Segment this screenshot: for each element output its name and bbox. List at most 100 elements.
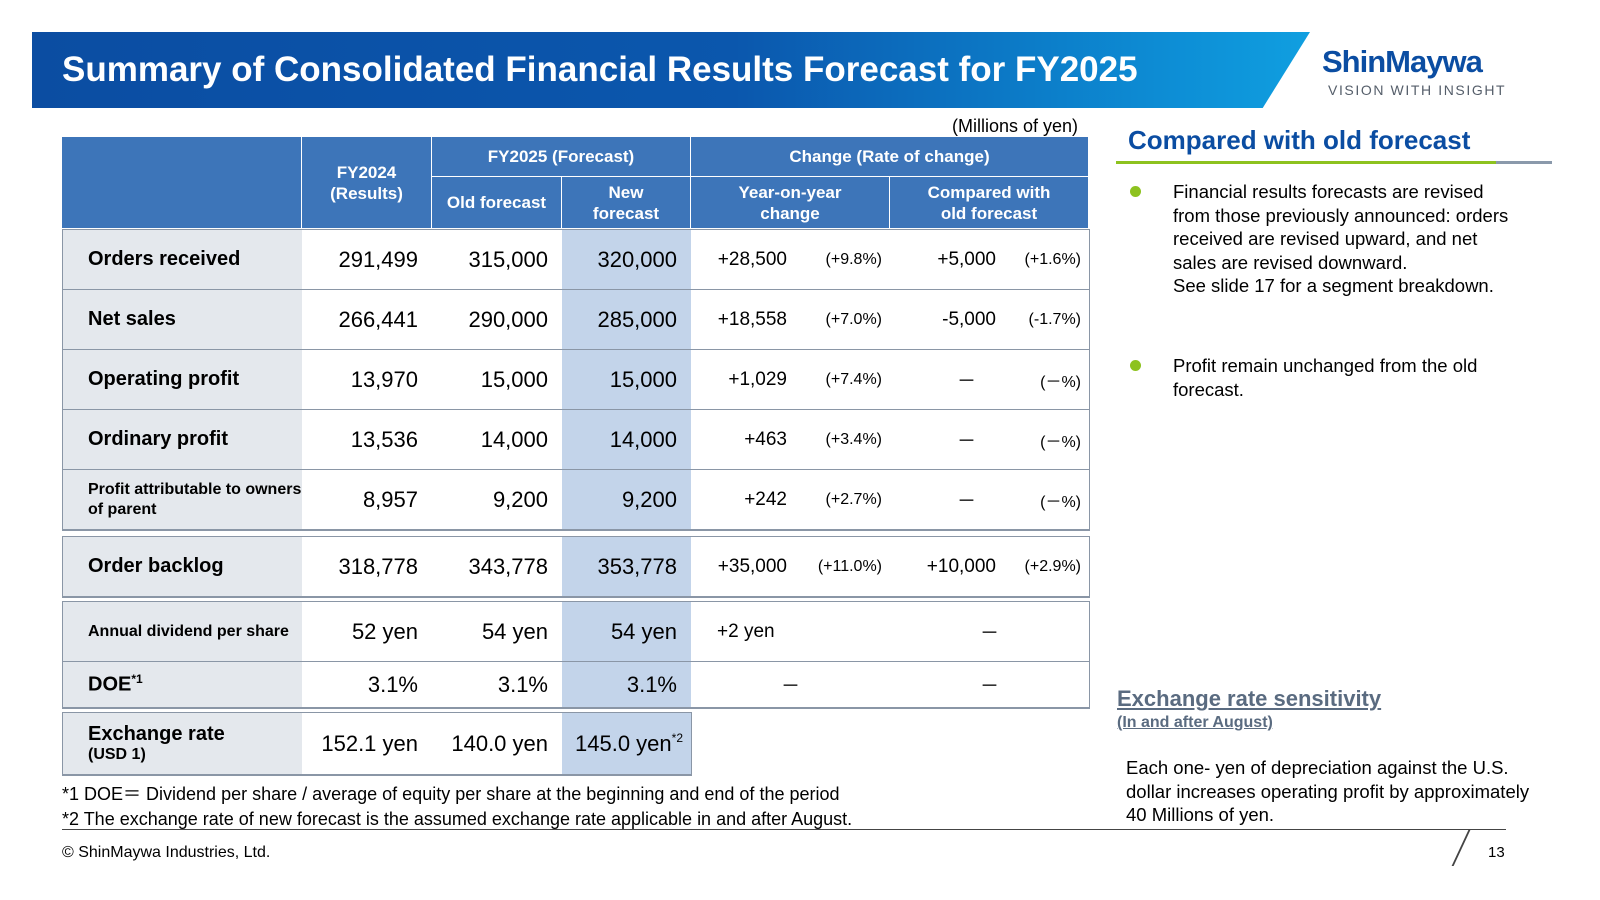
title-banner: Summary of Consolidated Financial Result… bbox=[32, 32, 1310, 108]
old-forecast-value: 343,778 bbox=[432, 537, 562, 597]
old-forecast-value: 3.1% bbox=[432, 662, 562, 708]
compared-change-value: +10,000 bbox=[890, 537, 1010, 597]
yoy-change-rate: (+7.4%) bbox=[801, 350, 890, 410]
row-label-text: Ordinary profit bbox=[88, 428, 229, 450]
row-label: Exchange rate (USD 1) bbox=[62, 713, 302, 775]
exchange-sensitivity-text: Each one- yen of depreciation against th… bbox=[1126, 757, 1530, 825]
row-label-text: Net sales bbox=[88, 308, 176, 330]
row-label: Annual dividend per share bbox=[62, 602, 302, 662]
old-forecast-value: 9,200 bbox=[432, 470, 562, 530]
fy2024-value: 3.1% bbox=[302, 662, 432, 708]
exchange-sensitivity-subtitle: (In and after August) bbox=[1117, 714, 1273, 731]
fy2024-value: 52 yen bbox=[302, 602, 432, 662]
row-label: Orders received bbox=[62, 230, 302, 290]
row-label: Ordinary profit bbox=[62, 410, 302, 470]
yoy-change-value: － bbox=[691, 662, 890, 708]
exchange-sensitivity-title: Exchange rate sensitivity bbox=[1117, 686, 1382, 711]
page-title: Summary of Consolidated Financial Result… bbox=[62, 50, 1138, 89]
compared-change-value: － bbox=[890, 350, 1010, 410]
fy2024-value: 266,441 bbox=[302, 290, 432, 350]
new-forecast-value: 54 yen bbox=[562, 602, 691, 662]
header-blank bbox=[62, 137, 302, 229]
divider bbox=[1116, 161, 1496, 164]
new-forecast-value: 15,000 bbox=[562, 350, 691, 410]
row-label: Profit attributable to owners of parent bbox=[62, 470, 302, 530]
row-label: DOE*1 bbox=[62, 662, 302, 708]
compared-change-rate: (+1.6%) bbox=[1010, 230, 1089, 290]
divider bbox=[1496, 161, 1552, 164]
row-label: Order backlog bbox=[62, 537, 302, 597]
compared-change-value: － bbox=[890, 470, 1010, 530]
divider bbox=[1451, 830, 1471, 866]
new-forecast-value: 9,200 bbox=[562, 470, 691, 530]
logo-name: ShinMaywa bbox=[1322, 44, 1483, 79]
new-forecast-value: 145.0 yen *2 bbox=[562, 713, 691, 775]
footnote-1: *1 DOE＝ Dividend per share / average of … bbox=[62, 784, 840, 804]
old-forecast-value: 14,000 bbox=[432, 410, 562, 470]
footnotes: *1 DOE＝ Dividend per share / average of … bbox=[62, 782, 852, 832]
yoy-change-value: +35,000 bbox=[691, 537, 801, 597]
compared-change-value: -5,000 bbox=[890, 290, 1010, 350]
row-label-text: Annual dividend per share bbox=[88, 622, 289, 640]
new-forecast-text: 14,000 bbox=[609, 426, 677, 452]
yoy-change-value: +463 bbox=[691, 410, 801, 470]
new-forecast-value: 3.1% bbox=[562, 662, 691, 708]
bullet-item: Financial results forecasts are revised … bbox=[1130, 180, 1510, 298]
compared-change-rate: (-1.7%) bbox=[1010, 290, 1089, 350]
yoy-change-value: +28,500 bbox=[691, 230, 801, 290]
old-forecast-value: 315,000 bbox=[432, 230, 562, 290]
yoy-change-rate: (+3.4%) bbox=[801, 410, 890, 470]
header-new-forecast: New forecast bbox=[562, 177, 691, 229]
old-forecast-value: 15,000 bbox=[432, 350, 562, 410]
new-forecast-text: 9,200 bbox=[621, 486, 677, 512]
new-forecast-text: 54 yen bbox=[610, 618, 677, 644]
yoy-change-rate: (+2.7%) bbox=[801, 470, 890, 530]
page-number: 13 bbox=[1488, 844, 1505, 861]
row-label-text: Order backlog bbox=[88, 555, 224, 577]
compared-change-rate: (－%) bbox=[1010, 410, 1089, 470]
new-forecast-text: 3.1% bbox=[626, 671, 677, 697]
fy2024-value: 13,536 bbox=[302, 410, 432, 470]
new-forecast-value: 353,778 bbox=[562, 537, 691, 597]
row-label: Operating profit bbox=[62, 350, 302, 410]
footnote-ref: *2 bbox=[671, 731, 683, 745]
fy2024-value: 318,778 bbox=[302, 537, 432, 597]
old-forecast-value: 290,000 bbox=[432, 290, 562, 350]
fy2024-value: 291,499 bbox=[302, 230, 432, 290]
header-fy2025: FY2025 (Forecast) bbox=[432, 137, 691, 177]
bullet-item: Profit remain unchanged from the old for… bbox=[1130, 354, 1510, 401]
old-forecast-value: 140.0 yen bbox=[432, 713, 562, 775]
company-logo: ShinMaywa VISION WITH INSIGHT bbox=[1322, 44, 1506, 98]
yoy-change-rate: (+11.0%) bbox=[801, 537, 890, 597]
footnote-2: *2 The exchange rate of new forecast is … bbox=[62, 809, 853, 829]
new-forecast-text: 15,000 bbox=[609, 366, 677, 392]
row-label-text: Profit attributable to owners of parent bbox=[88, 480, 302, 518]
row-label-text: Orders received bbox=[88, 248, 241, 270]
new-forecast-text: 353,778 bbox=[597, 553, 677, 579]
bullet-icon bbox=[1130, 360, 1141, 371]
compared-change-value: － bbox=[890, 410, 1010, 470]
footnote-ref: *1 bbox=[131, 672, 143, 687]
row-sublabel: (USD 1) bbox=[88, 746, 146, 763]
row-label-text: DOE bbox=[88, 673, 132, 696]
yoy-change-rate: (+9.8%) bbox=[801, 230, 890, 290]
yoy-change-value: +1,029 bbox=[691, 350, 801, 410]
new-forecast-value: 320,000 bbox=[562, 230, 691, 290]
yoy-change-value: +242 bbox=[691, 470, 801, 530]
header-fy2024: FY2024 (Results) bbox=[302, 137, 432, 229]
new-forecast-text: 285,000 bbox=[597, 306, 677, 332]
compared-change-rate: (+2.9%) bbox=[1010, 537, 1089, 597]
fy2024-value: 13,970 bbox=[302, 350, 432, 410]
compared-change-value: － bbox=[890, 602, 1089, 662]
new-forecast-text: 320,000 bbox=[597, 246, 677, 272]
header-old-forecast: Old forecast bbox=[432, 177, 562, 229]
fy2024-value: 152.1 yen bbox=[302, 713, 432, 775]
footer-divider bbox=[62, 829, 1506, 830]
yoy-change-value: +18,558 bbox=[691, 290, 801, 350]
copyright: © ShinMaywa Industries, Ltd. bbox=[62, 844, 271, 861]
compared-change-value: +5,000 bbox=[890, 230, 1010, 290]
bullet-icon bbox=[1130, 186, 1141, 197]
new-forecast-value: 285,000 bbox=[562, 290, 691, 350]
new-forecast-text: 145.0 yen bbox=[575, 730, 672, 756]
yoy-change-value: +2 yen bbox=[691, 602, 890, 662]
